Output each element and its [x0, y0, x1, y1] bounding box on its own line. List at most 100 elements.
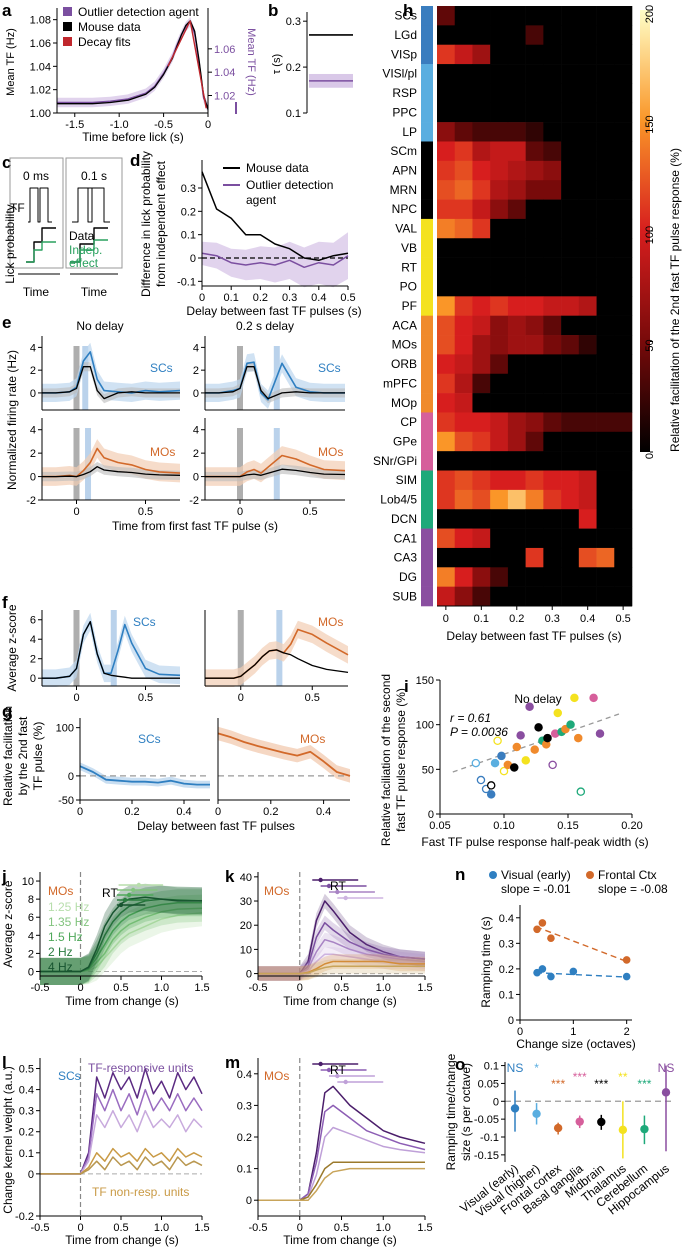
l-tfnonresp-label: TF non-resp. units	[92, 1185, 189, 1199]
j-band	[40, 883, 202, 985]
heatmap-cell	[525, 335, 544, 355]
heatmap-cell	[490, 470, 509, 491]
heatmap-row-label: SCs	[394, 9, 417, 23]
heatmap-cell	[507, 586, 526, 607]
heatmap-cell	[543, 547, 562, 568]
j-band	[40, 885, 202, 985]
heatmap-cell	[472, 180, 491, 200]
m-xtick-label: 1.5	[417, 1222, 432, 1234]
e-trace	[205, 361, 345, 401]
heatmap-cell	[490, 276, 509, 297]
g-xtick-label: 0.2	[263, 806, 278, 818]
heatmap-cell	[525, 470, 544, 491]
heatmap-cell	[437, 44, 456, 65]
j-ylabel: Average z-score	[1, 880, 15, 967]
n-point	[547, 972, 555, 981]
heatmap-cell	[490, 64, 509, 84]
heatmap-cell	[490, 315, 509, 336]
k-xlabel: Time from change (s)	[283, 994, 397, 1008]
c-indep-right	[70, 239, 108, 263]
heatmap-cell	[596, 160, 615, 181]
o-significance: ***	[551, 1077, 565, 1091]
i-ylabel: fast TF pulse response (%)	[394, 688, 408, 832]
heatmap-cell	[614, 122, 633, 142]
h-xtick-label: 0	[443, 613, 449, 625]
l-trace	[40, 1147, 203, 1175]
l-ytick-label: 0.1	[19, 1148, 34, 1160]
heatmap-cell	[596, 509, 615, 529]
e-ytick-label: 2	[30, 365, 36, 377]
i-title: No delay	[514, 692, 561, 706]
heatmap-cell	[490, 160, 509, 181]
d-xtick-label: 0	[199, 292, 205, 304]
a-ytick-label: 1.04	[30, 61, 51, 73]
heatmap-cell	[596, 296, 615, 316]
region-group-bar	[421, 199, 433, 220]
heatmap-cell	[472, 393, 491, 413]
heatmap-cell	[525, 547, 544, 568]
heatmap-cell	[490, 122, 509, 142]
heatmap-cell	[507, 547, 526, 568]
o-ytick-label: -0.05	[474, 1114, 499, 1126]
heatmap-cell	[490, 25, 509, 46]
heatmap-cell	[472, 83, 491, 104]
heatmap-cell	[578, 238, 597, 258]
heatmap-cell	[507, 199, 526, 220]
e-blue-pulse	[82, 346, 89, 410]
heatmap-cell	[596, 373, 615, 394]
a-y2tick-label: 1.02	[214, 91, 235, 103]
k-band	[258, 893, 425, 981]
heatmap-cell	[437, 64, 456, 84]
heatmap-cell	[561, 412, 580, 433]
f-grey-pulse	[73, 610, 80, 686]
heatmap-cell	[543, 451, 562, 471]
n-point	[622, 972, 631, 981]
heatmap-cell	[454, 44, 473, 65]
heatmap-cell	[437, 257, 456, 278]
g-ylabel: Relative facilitation	[1, 706, 15, 806]
e-ytick-label: 4	[193, 425, 199, 437]
d-legend-label: Mouse data	[246, 161, 309, 175]
c-data-label: Data	[69, 229, 95, 243]
heatmap-cell	[596, 567, 615, 587]
heatmap-cell	[472, 470, 491, 491]
k-rt-dot	[318, 877, 323, 883]
n-xtick-label: 2	[624, 1026, 630, 1038]
heatmap-cell	[578, 218, 597, 239]
cbar-tick-label: 50	[644, 339, 656, 351]
heatmap-cell	[596, 528, 615, 549]
f-black-trace	[42, 621, 180, 679]
n-legend-marker	[586, 871, 594, 879]
j-legend-label: 1.25 Hz	[48, 900, 89, 914]
heatmap-cell	[454, 354, 473, 375]
heatmap-cell	[578, 6, 597, 26]
region-group-bar	[421, 335, 433, 355]
a-xtick-label: -0.5	[154, 119, 173, 131]
heatmap-row-label: SIM	[396, 473, 417, 487]
heatmap-cell	[596, 141, 615, 162]
c-lickprob: Lick probability	[3, 204, 17, 283]
heatmap-cell	[561, 451, 580, 471]
region-group-bar	[421, 489, 433, 510]
k-band	[258, 947, 425, 981]
heatmap-cell	[507, 238, 526, 258]
heatmap-cell	[490, 431, 509, 452]
i-scatter-point	[589, 693, 598, 703]
i-scatter-point	[534, 723, 543, 732]
a-legend-label: Outlier detection agent	[78, 5, 199, 19]
heatmap-cell	[472, 218, 491, 239]
region-group-bar	[421, 547, 433, 568]
heatmap-cell	[525, 257, 544, 278]
heatmap-cell	[490, 567, 509, 587]
f-ylabel: Average z-score	[5, 604, 19, 691]
l-trace	[40, 1109, 203, 1175]
i-scatter-point	[530, 745, 539, 754]
panel-letter-f: f	[2, 593, 8, 612]
heatmap-cell	[437, 141, 456, 162]
i-ylabel: Relative faciliation of the second	[379, 674, 393, 846]
heatmap-row-label: LP	[402, 125, 417, 139]
heatmap-cell	[578, 528, 597, 549]
heatmap-cell	[525, 25, 544, 46]
heatmap-cell	[507, 257, 526, 278]
j-trace	[40, 896, 202, 973]
